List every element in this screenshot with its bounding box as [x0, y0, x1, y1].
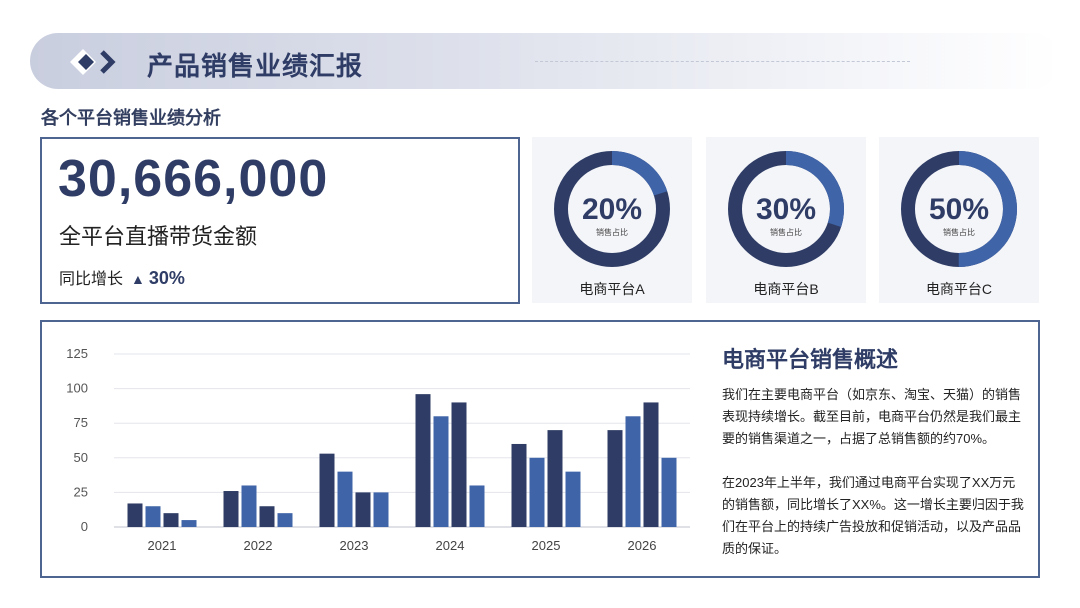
- bar-2022-3: [259, 506, 275, 527]
- donut-card-a: 20% 销售占比 电商平台A: [532, 137, 692, 303]
- donut-caption: 销售占比: [596, 227, 628, 237]
- bar-2026-1: [607, 430, 623, 527]
- description-paragraph-1: 我们在主要电商平台（如京东、淘宝、天猫）的销售表现持续增长。截至目前，电商平台仍…: [722, 387, 1022, 446]
- donut-arc: [901, 151, 1017, 267]
- bar-2024-2: [433, 416, 449, 527]
- x-tick-label: 2025: [532, 538, 561, 553]
- y-tick-label: 100: [66, 381, 88, 396]
- donut-value: 30%: [756, 193, 816, 226]
- bar-2024-3: [451, 402, 467, 527]
- bar-2026-2: [625, 416, 641, 527]
- donut-card-c: 50% 销售占比 电商平台C: [879, 137, 1039, 303]
- bar-2022-1: [223, 491, 239, 527]
- diamond-chevron-icon: [70, 49, 116, 75]
- bar-2022-4: [277, 513, 293, 527]
- bar-chart: 0 25 50 75 100 125 2021 2022 2023 2024 2025 2026: [66, 346, 690, 553]
- page-title: 产品销售业绩汇报: [147, 51, 364, 81]
- donut-value: 50%: [929, 193, 989, 226]
- growth-value: 30%: [148, 268, 185, 288]
- donut-value: 20%: [582, 193, 642, 226]
- growth-label: 同比增长: [59, 271, 124, 288]
- bar-2026-4: [661, 457, 677, 527]
- title-bar: 产品销售业绩汇报: [30, 33, 1060, 89]
- donut-chart-c: 50% 销售占比: [901, 151, 1017, 267]
- y-tick-label: 50: [74, 450, 88, 465]
- bar-2024-4: [469, 485, 485, 527]
- kpi-value: 30,666,000: [58, 150, 329, 208]
- donut-arc: [554, 151, 670, 267]
- y-tick-label: 25: [74, 484, 88, 499]
- bar-2023-2: [337, 471, 353, 527]
- donut-platform-label: 电商平台C: [925, 281, 993, 297]
- x-tick-label: 2026: [628, 538, 657, 553]
- chart-panel: 0 25 50 75 100 125 2021 2022 2023 2024 2025 2026 电商…: [40, 320, 1040, 578]
- bar-2025-4: [565, 471, 581, 527]
- bar-2026-3: [643, 402, 659, 527]
- section-subtitle: 各个平台销售业绩分析: [41, 108, 221, 128]
- title-divider: [535, 61, 910, 62]
- donut-platform-label: 电商平台A: [579, 281, 645, 297]
- donut-platform-label: 电商平台B: [753, 281, 819, 297]
- up-arrow-icon: ▲: [131, 271, 145, 287]
- bar-2021-3: [163, 513, 179, 527]
- bar-2021-2: [145, 506, 161, 527]
- bar-2025-2: [529, 457, 545, 527]
- bar-2025-3: [547, 430, 563, 527]
- y-tick-label: 75: [74, 415, 88, 430]
- description-paragraph-2: 在2023年上半年，我们通过电商平台实现了XX万元的销售额，同比增长了XX%。这…: [722, 475, 1024, 556]
- description-title: 电商平台销售概述: [722, 347, 899, 372]
- donut-caption: 销售占比: [770, 227, 802, 237]
- bar-2023-4: [373, 492, 389, 527]
- bar-2021-1: [127, 503, 143, 527]
- bar-2025-1: [511, 443, 527, 527]
- kpi-card: 30,666,000 全平台直播带货金额 同比增长 ▲ 30%: [40, 137, 520, 304]
- kpi-label: 全平台直播带货金额: [59, 224, 258, 249]
- donut-chart-a: 20% 销售占比: [554, 151, 670, 267]
- donut-chart-b: 30% 销售占比: [728, 151, 844, 267]
- x-tick-label: 2024: [436, 538, 465, 553]
- x-tick-label: 2021: [148, 538, 177, 553]
- bar-2022-2: [241, 485, 257, 527]
- x-tick-label: 2022: [244, 538, 273, 553]
- x-tick-label: 2023: [340, 538, 369, 553]
- donut-card-b: 30% 销售占比 电商平台B: [706, 137, 866, 303]
- kpi-growth: 同比增长 ▲ 30%: [59, 265, 185, 289]
- bar-2021-4: [181, 520, 197, 527]
- donut-caption: 销售占比: [943, 227, 975, 237]
- donut-arc: [728, 151, 844, 267]
- y-tick-label: 0: [81, 519, 88, 534]
- y-tick-label: 125: [66, 346, 88, 361]
- bar-2023-3: [355, 492, 371, 527]
- bar-2023-1: [319, 453, 335, 527]
- bar-2024-1: [415, 394, 431, 527]
